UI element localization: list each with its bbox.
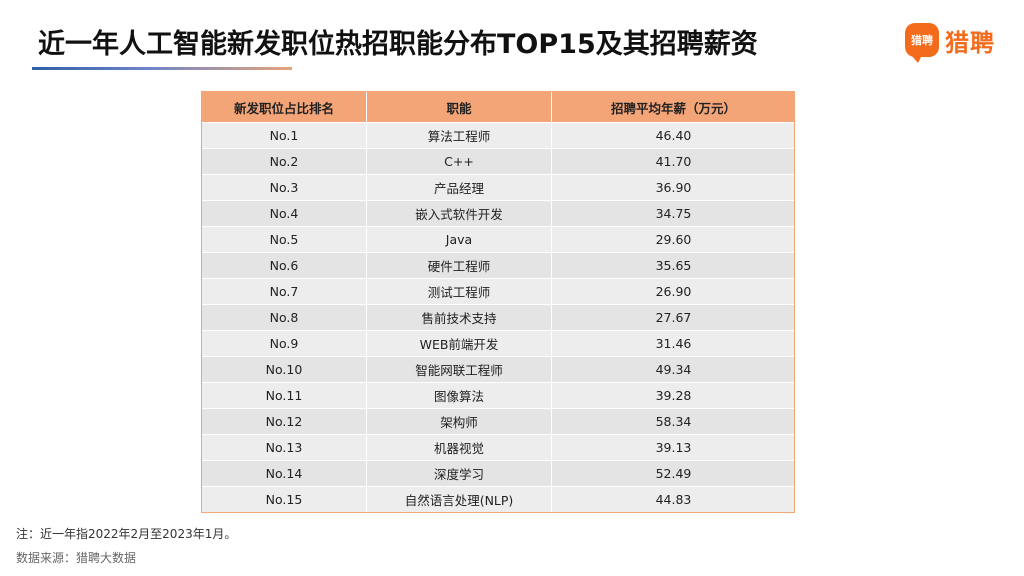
salary-table-container: 新发职位占比排名 职能 招聘平均年薪（万元） No.1 算法工程师 46.40 … <box>201 91 796 513</box>
function-cell: 智能网联工程师 <box>366 356 552 383</box>
salary-cell: 44.83 <box>551 486 796 513</box>
rank-cell: No.6 <box>201 252 367 279</box>
table-header-row: 新发职位占比排名 职能 招聘平均年薪（万元） <box>201 91 796 123</box>
function-cell: 产品经理 <box>366 174 552 201</box>
salary-cell: 31.46 <box>551 330 796 357</box>
salary-cell: 35.65 <box>551 252 796 279</box>
column-header-rank: 新发职位占比排名 <box>201 91 367 123</box>
table-row: No.10 智能网联工程师 49.34 <box>201 356 796 383</box>
function-cell: 深度学习 <box>366 460 552 487</box>
rank-cell: No.12 <box>201 408 367 435</box>
salary-cell: 26.90 <box>551 278 796 305</box>
rank-cell: No.1 <box>201 122 367 149</box>
rank-cell: No.14 <box>201 460 367 487</box>
title-underline <box>32 67 292 70</box>
table-row: No.2 C++ 41.70 <box>201 148 796 175</box>
salary-cell: 34.75 <box>551 200 796 227</box>
rank-cell: No.8 <box>201 304 367 331</box>
salary-cell: 39.28 <box>551 382 796 409</box>
rank-cell: No.9 <box>201 330 367 357</box>
page-title: 近一年人工智能新发职位热招职能分布TOP15及其招聘薪资 <box>38 29 758 60</box>
salary-cell: 49.34 <box>551 356 796 383</box>
salary-cell: 36.90 <box>551 174 796 201</box>
function-cell: Java <box>366 226 552 253</box>
salary-cell: 46.40 <box>551 122 796 149</box>
logo-text: 猎聘 <box>945 28 995 57</box>
column-header-function: 职能 <box>366 91 552 123</box>
rank-cell: No.4 <box>201 200 367 227</box>
function-cell: C++ <box>366 148 552 175</box>
footnote: 注：近一年指2022年2月至2023年1月。 <box>16 527 237 541</box>
function-cell: 自然语言处理(NLP) <box>366 486 552 513</box>
column-header-salary: 招聘平均年薪（万元） <box>551 91 796 123</box>
salary-cell: 29.60 <box>551 226 796 253</box>
rank-cell: No.15 <box>201 486 367 513</box>
table-row: No.5 Java 29.60 <box>201 226 796 253</box>
rank-cell: No.11 <box>201 382 367 409</box>
salary-cell: 39.13 <box>551 434 796 461</box>
rank-cell: No.3 <box>201 174 367 201</box>
liepin-logo: 猎聘 猎聘 <box>905 22 995 63</box>
data-source: 数据来源：猎聘大数据 <box>16 551 137 565</box>
function-cell: 嵌入式软件开发 <box>366 200 552 227</box>
function-cell: 硬件工程师 <box>366 252 552 279</box>
rank-cell: No.7 <box>201 278 367 305</box>
table-row: No.3 产品经理 36.90 <box>201 174 796 201</box>
table-row: No.11 图像算法 39.28 <box>201 382 796 409</box>
function-cell: 算法工程师 <box>366 122 552 149</box>
function-cell: 售前技术支持 <box>366 304 552 331</box>
rank-cell: No.13 <box>201 434 367 461</box>
table-row: No.7 测试工程师 26.90 <box>201 278 796 305</box>
table-row: No.12 架构师 58.34 <box>201 408 796 435</box>
rank-cell: No.2 <box>201 148 367 175</box>
rank-cell: No.10 <box>201 356 367 383</box>
table-row: No.15 自然语言处理(NLP) 44.83 <box>201 486 796 513</box>
salary-cell: 52.49 <box>551 460 796 487</box>
function-cell: 测试工程师 <box>366 278 552 305</box>
liepin-logo-icon: 猎聘 <box>905 23 939 63</box>
function-cell: 架构师 <box>366 408 552 435</box>
salary-cell: 41.70 <box>551 148 796 175</box>
salary-table: 新发职位占比排名 职能 招聘平均年薪（万元） No.1 算法工程师 46.40 … <box>201 91 796 513</box>
salary-cell: 58.34 <box>551 408 796 435</box>
salary-cell: 27.67 <box>551 304 796 331</box>
table-row: No.9 WEB前端开发 31.46 <box>201 330 796 357</box>
table-row: No.14 深度学习 52.49 <box>201 460 796 487</box>
function-cell: 机器视觉 <box>366 434 552 461</box>
table-row: No.4 嵌入式软件开发 34.75 <box>201 200 796 227</box>
rank-cell: No.5 <box>201 226 367 253</box>
table-row: No.13 机器视觉 39.13 <box>201 434 796 461</box>
function-cell: WEB前端开发 <box>366 330 552 357</box>
table-row: No.8 售前技术支持 27.67 <box>201 304 796 331</box>
table-row: No.6 硬件工程师 35.65 <box>201 252 796 279</box>
table-body: No.1 算法工程师 46.40 No.2 C++ 41.70 No.3 产品经… <box>201 122 796 513</box>
function-cell: 图像算法 <box>366 382 552 409</box>
table-row: No.1 算法工程师 46.40 <box>201 122 796 149</box>
logo-mark-text: 猎聘 <box>911 34 933 47</box>
